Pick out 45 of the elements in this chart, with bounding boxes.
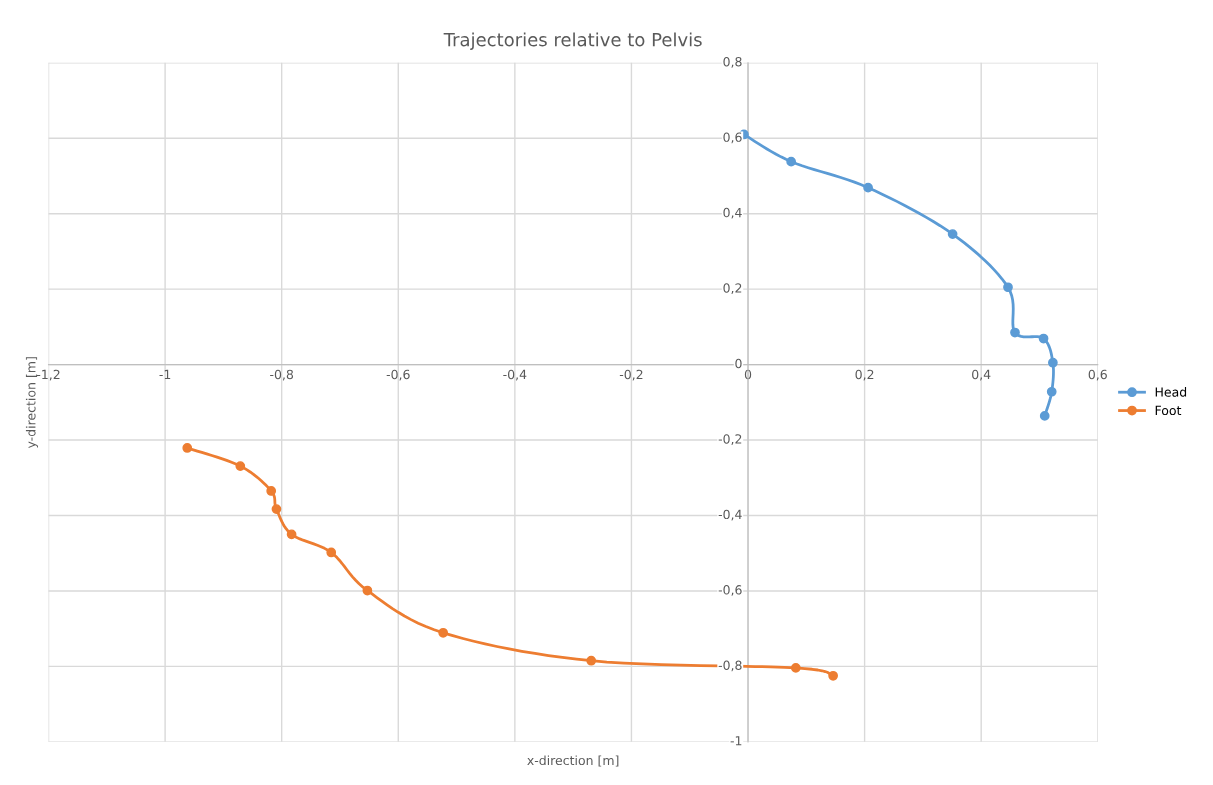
point <box>1039 411 1050 421</box>
point <box>286 529 297 540</box>
y-tick-label: 0,6 <box>723 132 742 144</box>
point <box>438 627 449 638</box>
x-tick-label: -0,4 <box>503 369 527 381</box>
x-tick-label: -0,2 <box>619 369 643 381</box>
point <box>1048 357 1058 368</box>
y-tick-label: -1 <box>730 736 742 746</box>
legend-label: Foot <box>1155 405 1182 416</box>
point <box>786 156 797 167</box>
y-tick-label: -0,6 <box>718 585 742 596</box>
legend-label: Head <box>1155 387 1187 397</box>
point <box>182 443 193 453</box>
x-axis-title: x-direction [m] <box>527 755 619 767</box>
point <box>586 655 597 666</box>
point <box>1046 386 1057 397</box>
y-tick-label: 0 <box>735 358 742 369</box>
point <box>362 585 373 596</box>
y-tick-label: 0,2 <box>723 283 742 295</box>
point <box>947 229 958 239</box>
y-axis-title: y-direction [m] <box>25 357 39 449</box>
x-tick-label: 0 <box>744 369 752 380</box>
y-tick-label: -0,8 <box>718 660 742 672</box>
point <box>266 486 277 496</box>
x-tick-label: 0,2 <box>855 369 874 381</box>
x-tick-label: 0,4 <box>972 369 991 381</box>
x-tick-label: -1 <box>159 369 171 379</box>
x-tick-label: -1,2 <box>36 369 60 381</box>
y-tick-label: -0,2 <box>718 434 742 445</box>
chart-title: Trajectories relative to Pelvis <box>443 32 702 50</box>
x-tick-label: -0,6 <box>386 369 410 381</box>
point <box>828 670 838 681</box>
x-tick-label: -0,8 <box>270 369 294 381</box>
point <box>326 547 337 558</box>
point <box>271 504 282 514</box>
y-tick-label: 0,4 <box>723 207 742 219</box>
x-tick-label: 0,6 <box>1088 369 1107 381</box>
point <box>235 461 246 471</box>
point <box>1010 327 1020 338</box>
point <box>790 663 801 673</box>
point <box>863 182 873 193</box>
point <box>1003 282 1013 293</box>
y-tick-label: 0,8 <box>723 56 742 68</box>
y-tick-label: -0,4 <box>718 509 742 521</box>
point <box>1038 333 1049 344</box>
